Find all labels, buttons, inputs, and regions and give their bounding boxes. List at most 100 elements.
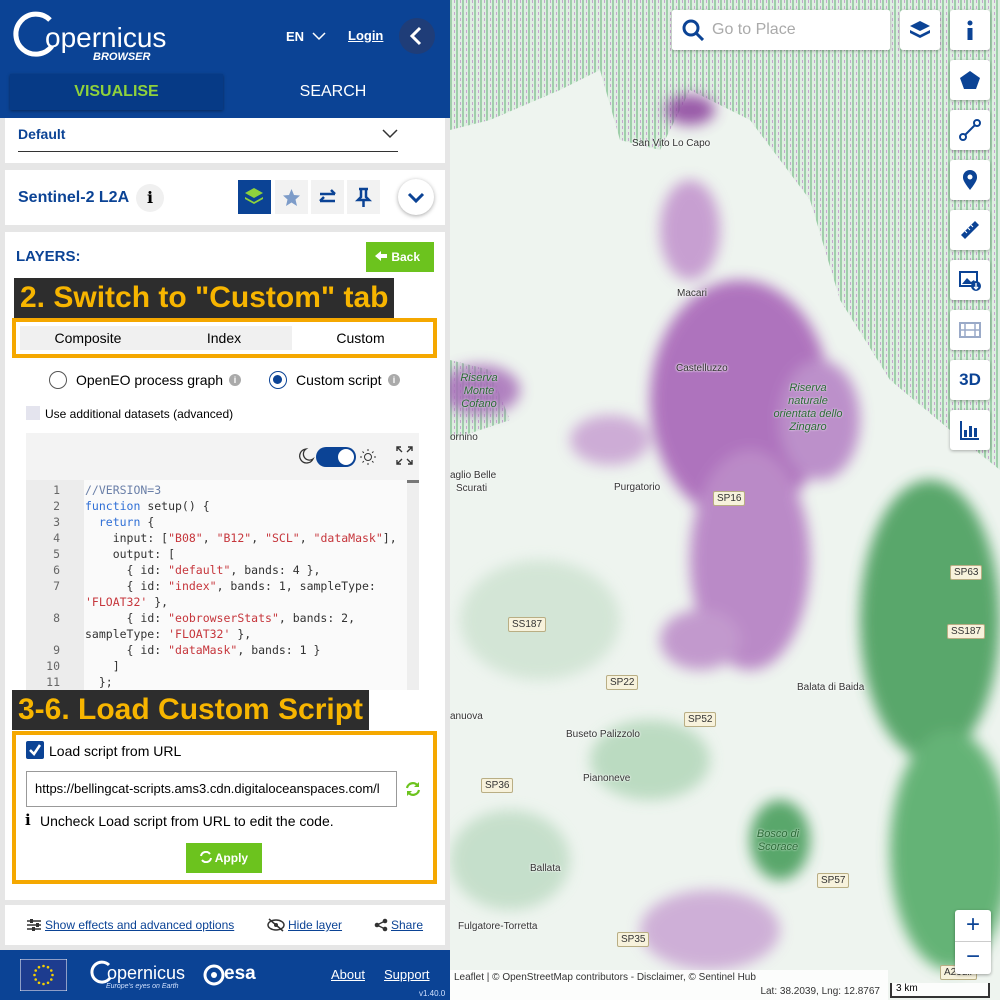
map-tool-button[interactable]	[950, 110, 990, 150]
tab-search[interactable]: SEARCH	[299, 83, 367, 100]
eu-flag	[20, 959, 67, 991]
check	[29, 744, 42, 756]
url-input[interactable]: https://bellingcat-scripts.ams3.cdn.digi…	[26, 771, 397, 807]
radio-label: OpenEO process graph	[76, 372, 224, 388]
radio-selected[interactable]	[269, 371, 287, 389]
place-label: San Vito Lo Capo	[632, 138, 711, 149]
scrollbar	[407, 480, 419, 690]
attribution: Leaflet | © OpenStreetMap contributors -…	[450, 970, 888, 1000]
place-label: Balata di Baida	[797, 682, 865, 693]
line-number: 10	[46, 659, 60, 673]
code-line: 6 { id: "default", bands: 4 },	[26, 562, 419, 578]
apply-label: Apply	[214, 851, 249, 865]
theme-card: Default	[5, 118, 445, 163]
road-label: SP35	[617, 932, 650, 947]
road-label: SP22	[606, 675, 639, 690]
place-label: Purgatorio	[614, 482, 661, 493]
layers-view-button[interactable]	[238, 180, 271, 214]
code-text: { id: "default", bands: 4 },	[85, 563, 321, 577]
place-label: Macari	[677, 288, 708, 299]
annotation-label: 2. Switch to "Custom" tab	[14, 278, 395, 318]
map-tool-button[interactable]	[950, 10, 990, 50]
star	[49, 969, 53, 972]
checkbox-label: Load script from URL	[49, 743, 182, 759]
star	[33, 973, 36, 977]
place-label: anuova	[450, 711, 483, 722]
login[interactable]: Login	[348, 28, 384, 43]
code-line: 4 input: ["B08", "B12", "SCL", "dataMask…	[26, 530, 419, 546]
back-button[interactable]: Back	[366, 242, 434, 272]
icon	[960, 421, 979, 440]
annotation-box: Composite Index Custom	[12, 318, 437, 358]
road-label: SP57	[817, 873, 850, 888]
hint: Uncheck Load script from URL to edit the…	[40, 813, 334, 829]
expand-button[interactable]	[398, 179, 434, 215]
checkbox-checked[interactable]	[26, 741, 44, 759]
place-search[interactable]: Go to Place	[672, 10, 890, 50]
icon	[283, 189, 300, 206]
checkbox[interactable]	[26, 406, 40, 420]
map-tool-button[interactable]	[950, 210, 990, 250]
star	[42, 964, 45, 968]
theme-value: Default	[18, 126, 66, 142]
icon	[27, 919, 41, 931]
place-label: Buseto Palizzolo	[566, 729, 640, 740]
tagline: Europe's eyes on Earth	[106, 983, 179, 990]
star	[51, 973, 54, 977]
compare-button[interactable]	[311, 180, 344, 214]
layers-button[interactable]	[900, 10, 940, 50]
advanced-link[interactable]: Show effects and advanced options	[45, 918, 235, 932]
icon	[959, 322, 981, 338]
tab-custom[interactable]: Custom	[292, 326, 429, 350]
panel-links: Show effects and advanced options Hide l…	[5, 905, 445, 945]
code-text: //VERSION=3	[85, 483, 162, 497]
layers-icon	[910, 21, 930, 38]
map-tool-button[interactable]: 3D	[950, 360, 990, 400]
collapse-button[interactable]	[399, 18, 435, 54]
star	[46, 981, 50, 985]
layers-card: LAYERS: Back Composite Index Custom 2. S…	[5, 232, 445, 900]
map-imagery	[450, 0, 1000, 1000]
map-tool-button[interactable]	[950, 160, 990, 200]
code-line: 9 { id: "dataMask", bands: 1 }	[26, 642, 419, 658]
support-link[interactable]: Support	[384, 967, 430, 982]
icon	[319, 189, 336, 203]
apply-button[interactable]: Apply	[186, 843, 262, 873]
refresh-icon[interactable]	[404, 780, 422, 798]
pin-button[interactable]	[347, 180, 380, 214]
favorite-button[interactable]	[275, 180, 308, 214]
info-button[interactable]: i	[136, 184, 164, 212]
map-tool-button[interactable]	[950, 410, 990, 450]
layer-tabs: Composite Index Custom	[20, 326, 429, 350]
star	[37, 965, 41, 969]
hide-layer-link[interactable]: Hide layer	[288, 918, 343, 932]
map-tool-button[interactable]	[950, 60, 990, 100]
code-line: 11 };	[26, 674, 419, 690]
code-text: output: [	[85, 547, 176, 561]
radio[interactable]	[49, 371, 67, 389]
icon	[959, 119, 981, 141]
annotation-box: Load script from URL https://bellingcat-…	[12, 731, 437, 884]
coordinates: Lat: 38.2039, Lng: 12.8767	[760, 986, 880, 997]
tab-index[interactable]: Index	[206, 330, 242, 346]
zoom-in[interactable]: +	[955, 910, 991, 942]
language[interactable]: EN	[286, 29, 305, 44]
code-area: 1//VERSION=3 2 function setup() {3 return …	[26, 480, 419, 690]
scale-bar: 3 km	[890, 983, 990, 998]
map-tool-button[interactable]	[950, 310, 990, 350]
icon	[967, 20, 973, 40]
code-line: 3 return {	[26, 514, 419, 530]
map[interactable]: Go to Place 3D San Vito Lo Capo Macari Cas…	[450, 0, 1000, 1000]
map-tool-button[interactable]	[950, 260, 990, 300]
star	[49, 978, 53, 981]
esa-text: esa	[224, 963, 256, 984]
logo-mark	[13, 11, 55, 57]
about-link[interactable]: About	[331, 967, 365, 982]
theme-select[interactable]: Default	[18, 126, 398, 152]
zoom-out[interactable]: −	[965, 943, 980, 970]
share-link[interactable]: Share	[391, 918, 424, 932]
tab-composite[interactable]: Composite	[54, 330, 122, 346]
logo-mark	[90, 960, 112, 984]
tab-visualise[interactable]: VISUALISE	[10, 74, 223, 110]
